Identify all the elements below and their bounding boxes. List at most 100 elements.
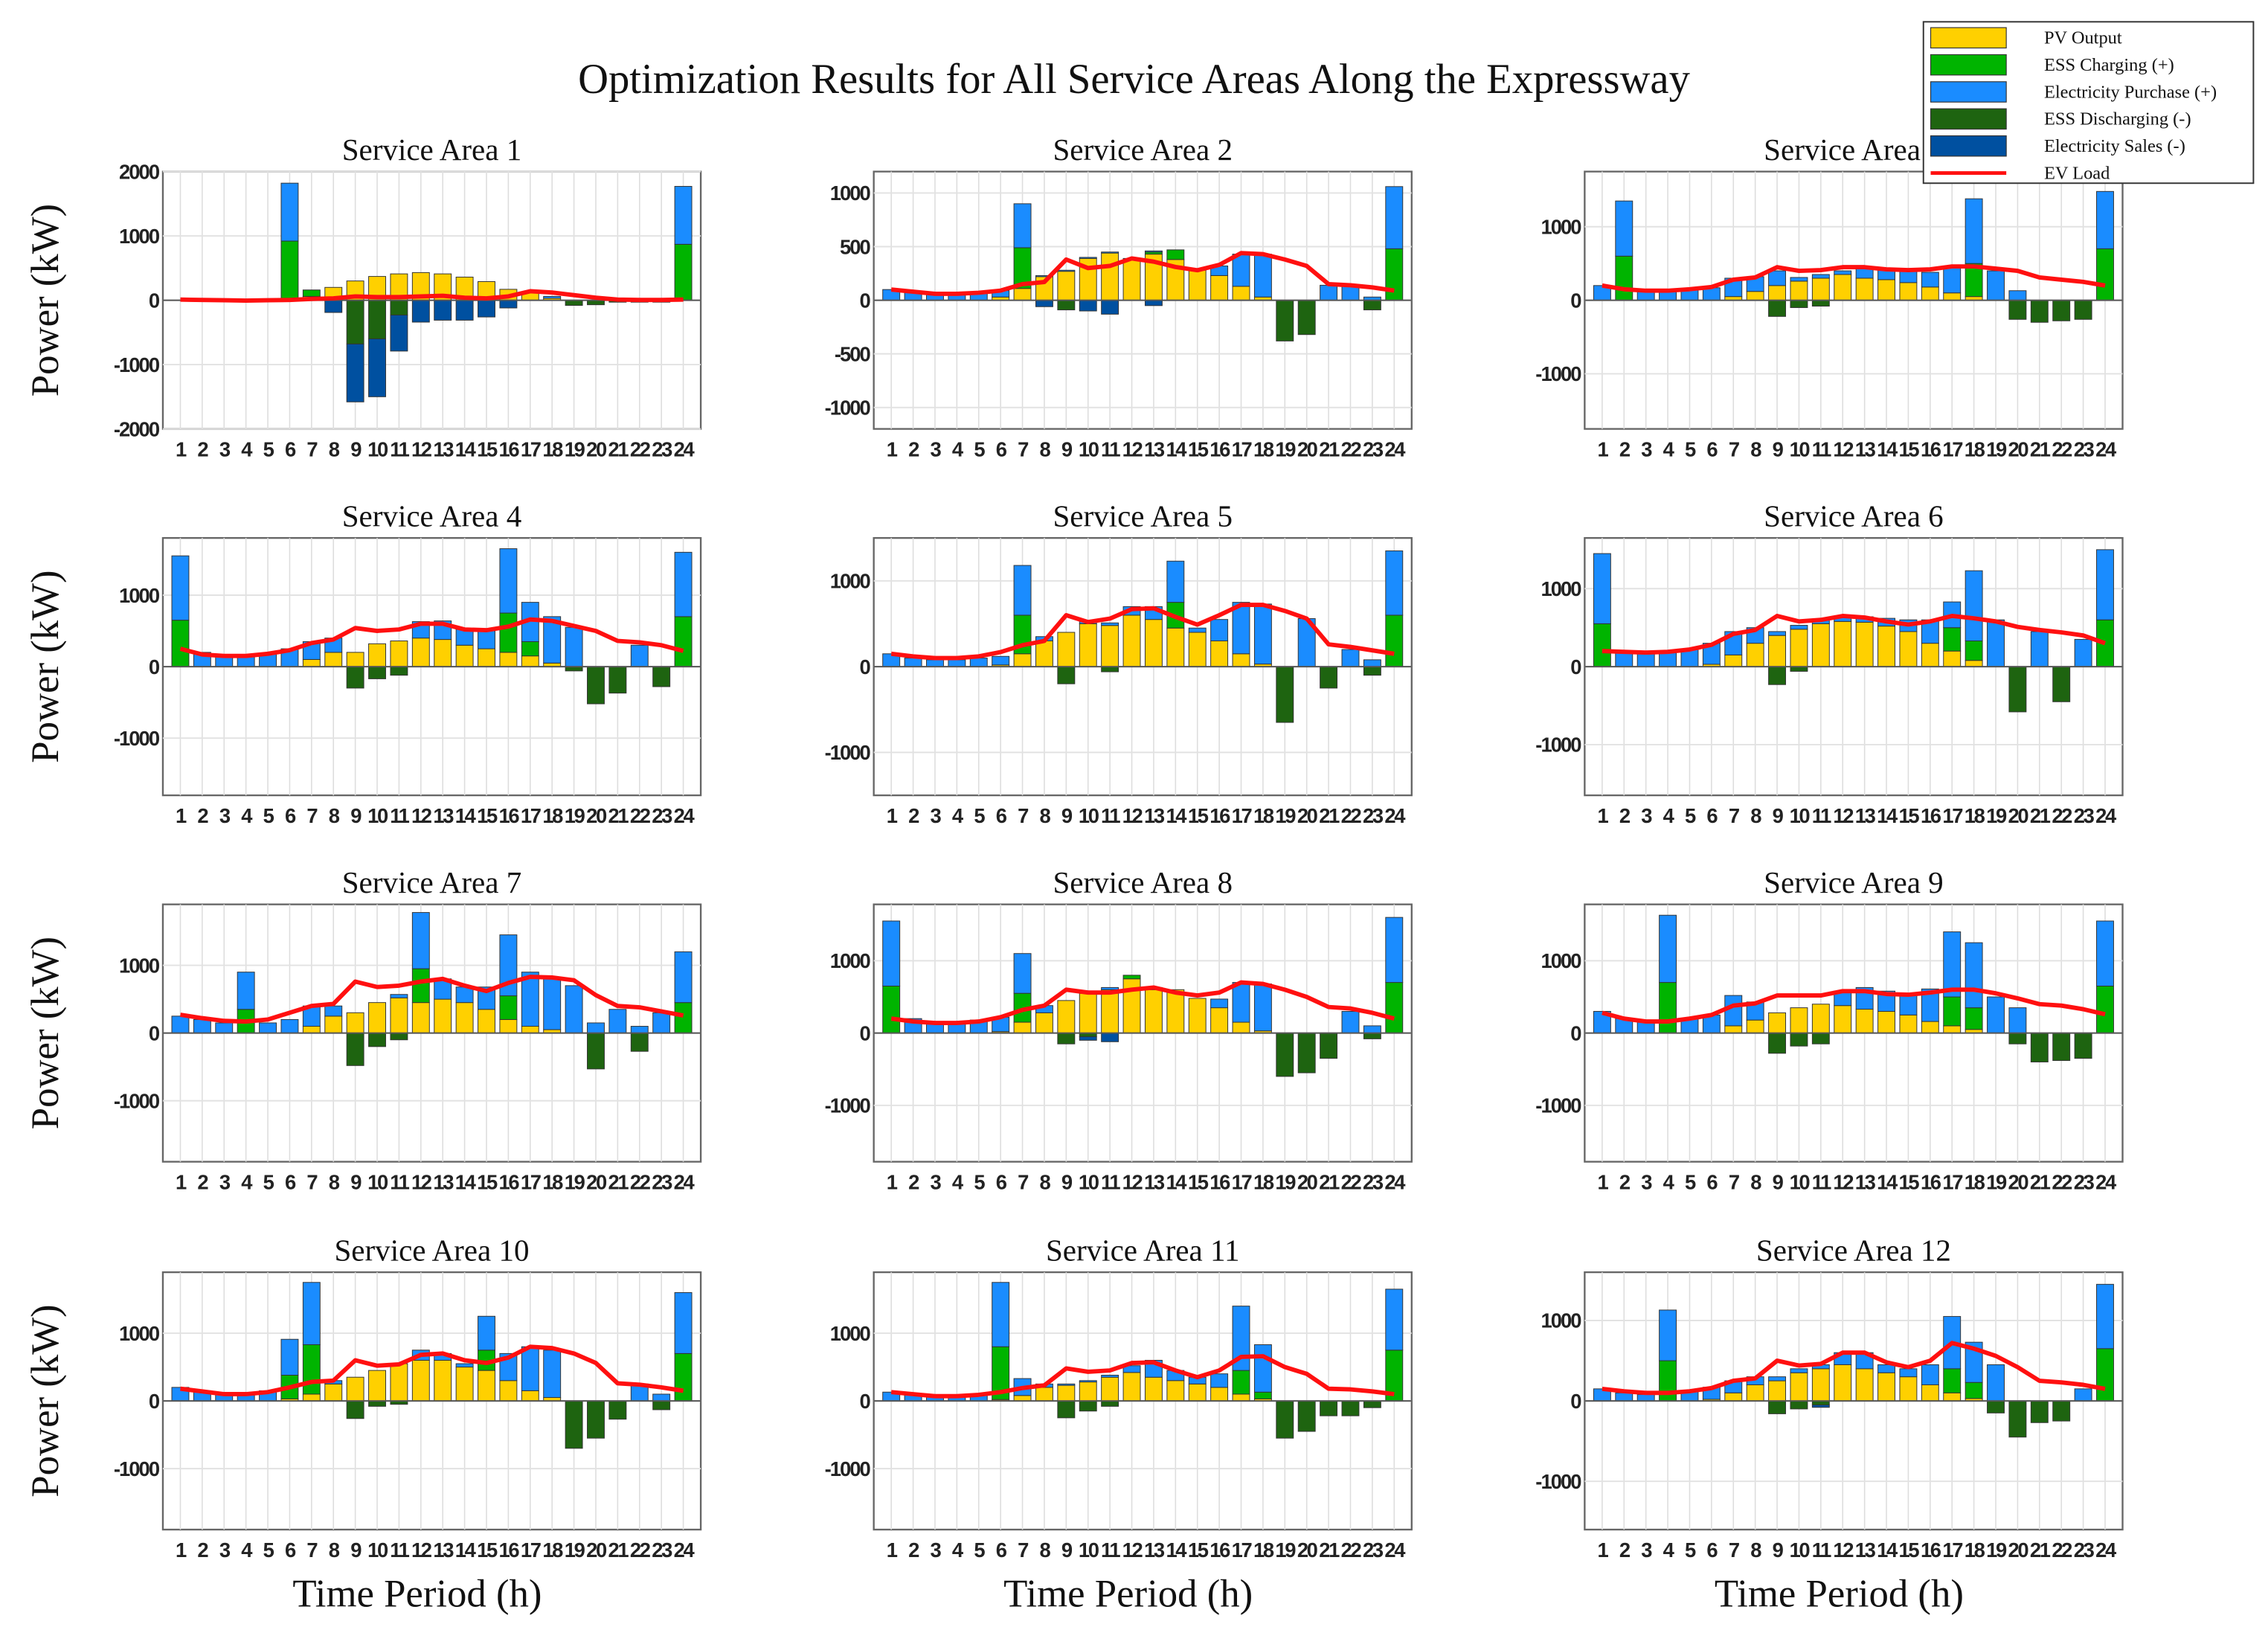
bar-buy xyxy=(992,1282,1010,1347)
bar-ess-dis xyxy=(1057,666,1076,684)
bar-pv xyxy=(346,1376,364,1402)
x-tick-label: 12 xyxy=(411,1171,432,1194)
x-tick-label: 1 xyxy=(1597,1171,1608,1194)
x-tick-label: 4 xyxy=(952,1171,964,1194)
bar-pv xyxy=(478,1009,495,1034)
x-tick-label: 20 xyxy=(1297,804,1318,827)
x-tick-label: 24 xyxy=(1384,804,1406,827)
bar-pv xyxy=(1943,292,1962,301)
x-tick-label: 3 xyxy=(219,1171,231,1194)
bar-pv xyxy=(455,1367,474,1402)
x-tick-label: 5 xyxy=(263,1171,274,1194)
x-tick-label: 9 xyxy=(350,438,362,461)
x-tick-label: 8 xyxy=(1750,1538,1761,1562)
y-tick-label: -1000 xyxy=(1535,734,1581,757)
bar-ess-dis xyxy=(1768,300,1787,317)
bar-pv xyxy=(1855,621,1874,667)
ev-load-line xyxy=(1602,1341,2106,1396)
x-tick-label: 8 xyxy=(1040,804,1051,827)
bar-ess-dis xyxy=(1768,666,1787,685)
bar-pv xyxy=(302,1026,321,1034)
bar-buy xyxy=(1921,272,1939,288)
bar-buy xyxy=(587,1022,605,1034)
bar-buy xyxy=(543,1350,562,1399)
x-tick-label: 13 xyxy=(1855,1171,1876,1194)
bar-ess-ch xyxy=(1166,249,1185,260)
x-tick-label: 2 xyxy=(1619,804,1631,827)
bar-buy xyxy=(1615,200,1633,257)
bar-buy xyxy=(1768,631,1787,636)
subplot-title: Service Area 12 xyxy=(1756,1233,1951,1267)
bar-buy xyxy=(1101,986,1119,990)
bar-buy xyxy=(2096,190,2114,249)
bar-pv xyxy=(411,638,430,667)
x-tick-label: 6 xyxy=(285,1171,296,1194)
x-tick-label: 22 xyxy=(2052,1171,2072,1194)
x-tick-label: 19 xyxy=(565,1538,585,1562)
bar-pv xyxy=(1855,1009,1874,1034)
bar-pv xyxy=(1013,1021,1032,1034)
bar-buy xyxy=(674,186,693,245)
bar-buy xyxy=(1659,1309,1677,1361)
x-tick-label: 3 xyxy=(1641,438,1652,461)
y-tick-label: 0 xyxy=(149,1021,160,1044)
x-tick-label: 9 xyxy=(1773,438,1784,461)
bar-buy xyxy=(521,972,539,1027)
x-tick-label: 6 xyxy=(285,1538,296,1562)
y-tick-label: 0 xyxy=(149,1390,160,1413)
y-tick-label: 1000 xyxy=(830,570,871,593)
bar-ess-ch xyxy=(674,243,693,301)
bar-buy xyxy=(1101,622,1119,626)
x-axis-label: Time Period (h) xyxy=(292,1573,542,1616)
x-tick-label: 14 xyxy=(1877,1171,1898,1194)
bar-pv xyxy=(368,1370,386,1402)
bar-ess-dis xyxy=(1276,1033,1294,1077)
bar-pv xyxy=(1232,286,1250,301)
x-tick-label: 14 xyxy=(1166,804,1187,827)
x-tick-label: 5 xyxy=(1685,438,1696,461)
subplot-title: Service Area 8 xyxy=(1053,865,1233,899)
bar-pv xyxy=(302,1393,321,1402)
x-tick-label: 7 xyxy=(306,438,318,461)
x-tick-label: 14 xyxy=(1877,438,1898,461)
x-tick-label: 14 xyxy=(455,438,477,461)
bar-pv xyxy=(1921,1021,1939,1034)
bar-pv xyxy=(1232,1021,1250,1034)
x-tick-label: 2 xyxy=(1619,1538,1631,1562)
bar-pv xyxy=(1877,1010,1895,1034)
x-tick-label: 12 xyxy=(1833,1171,1854,1194)
bar-ess-ch xyxy=(674,1352,693,1402)
bar-buy xyxy=(390,994,408,998)
bar-buy xyxy=(1659,914,1677,983)
x-tick-label: 4 xyxy=(1663,1538,1675,1562)
bar-ess-ch xyxy=(280,240,299,301)
bar-pv xyxy=(521,1026,539,1034)
bar-ess-dis xyxy=(587,1400,605,1439)
bar-buy xyxy=(1899,1368,1918,1378)
x-tick-label: 21 xyxy=(608,1538,629,1562)
bar-ess-dis xyxy=(390,666,408,676)
x-tick-label: 4 xyxy=(952,1538,964,1562)
x-tick-label: 21 xyxy=(608,1171,629,1194)
bar-ess-dis xyxy=(1768,1400,1787,1414)
x-tick-label: 17 xyxy=(1942,1538,1963,1562)
bar-buy xyxy=(2074,638,2092,667)
bar-ess-ch xyxy=(1965,1007,1983,1030)
x-tick-label: 4 xyxy=(1663,438,1675,461)
x-tick-label: 18 xyxy=(1965,1171,1985,1194)
bar-pv xyxy=(1790,629,1808,667)
x-tick-label: 18 xyxy=(1253,438,1274,461)
bar-pv xyxy=(521,1390,539,1402)
x-tick-label: 15 xyxy=(1188,804,1209,827)
x-tick-label: 6 xyxy=(1706,1538,1718,1562)
bar-pv xyxy=(1210,275,1229,301)
bar-buy xyxy=(1724,995,1743,1027)
bar-buy xyxy=(674,1291,693,1354)
bar-pv xyxy=(1834,1005,1852,1034)
x-tick-label: 16 xyxy=(1210,804,1230,827)
x-tick-label: 1 xyxy=(176,804,187,827)
bar-ess-dis xyxy=(1987,1400,2005,1413)
bar-pv xyxy=(1877,626,1895,667)
